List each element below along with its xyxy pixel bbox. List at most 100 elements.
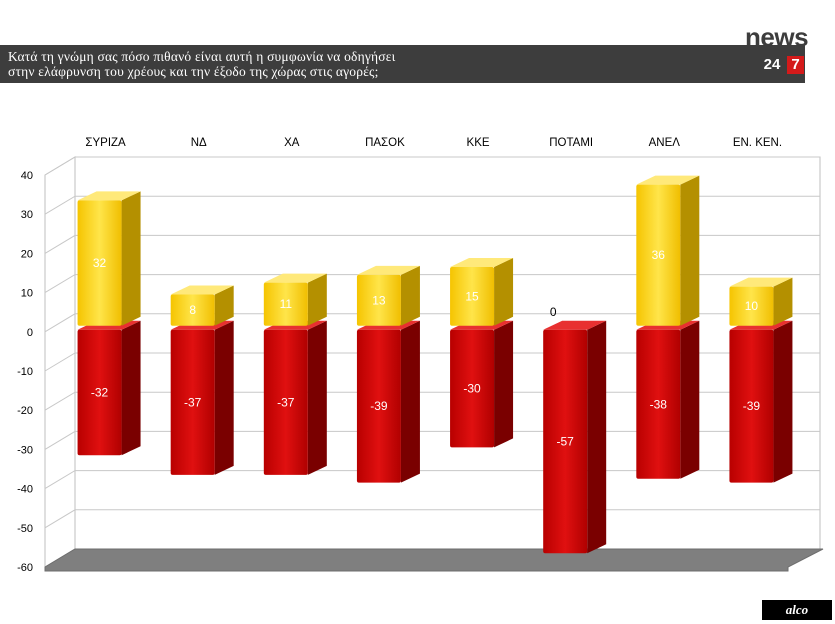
data-label-positive: 8 [189,303,196,317]
category-label: ΕΝ. ΚΕΝ. [733,137,782,149]
bar-positive-front [356,274,401,326]
gridline [44,195,820,215]
y-tick-label: 20 [21,248,33,260]
bar-negative [77,320,141,456]
bar-positive [356,265,420,326]
bar-positive [77,191,141,326]
bar-positive [450,258,514,326]
logo-word: news [745,22,809,52]
bar-positive-front [636,184,681,326]
y-tick-label: -20 [17,405,33,417]
bar-positive-front [263,282,308,326]
bar-positive-side [121,191,141,326]
bar-positive-side [773,277,793,326]
bar-negative [450,320,514,448]
bar-negative [729,320,793,483]
bar-negative-front [356,329,401,483]
category-label: ΣΥΡΙΖΑ [85,137,126,149]
data-label-negative: -37 [277,395,295,409]
bar-positive-top [729,277,793,287]
y-tick-label: -10 [17,366,33,378]
bar-positive-side [214,285,234,326]
bar-negative-front [543,329,588,554]
bar-positive-side [494,258,514,326]
bar-negative-front [263,329,308,475]
bar-positive-side [307,273,327,326]
bar-positive [636,175,700,326]
bar-negative-side [121,320,141,456]
data-label-negative: -39 [743,399,761,413]
bar-positive-side [400,265,420,326]
category-label: ΠΟΤΑΜΙ [549,137,593,149]
bar-negative-side [214,320,234,475]
bar-negative-side [773,320,793,483]
data-label-negative: -57 [557,435,575,449]
bar-negative-front [450,329,495,448]
category-label: ΚΚΕ [467,137,490,149]
category-label: ΠΑΣΟΚ [365,137,405,149]
data-label-positive: 36 [652,248,666,262]
bar-negative-front [170,329,215,475]
bar-negative [636,320,700,479]
bar-positive-front [729,286,774,326]
bar-positive-top [450,258,514,267]
alco-logo: alco [762,600,832,620]
bar-negative-front [77,329,122,456]
bar-positive-top [170,285,234,295]
y-tick-label: -60 [17,562,33,574]
gridline [44,313,820,333]
title-bar [0,45,805,83]
bar-negative-top [543,320,607,330]
data-label-positive: 15 [465,289,479,303]
bar-negative-front [636,329,681,479]
bar-negative [263,320,327,475]
y-tick-label: -30 [17,444,33,456]
bar-positive [729,277,793,326]
bar-negative-side [494,320,514,448]
gridline [44,274,820,294]
bar-positive-front [450,267,495,326]
data-label-positive: 13 [372,293,386,307]
data-label-negative: -32 [91,386,109,400]
category-label: ΝΔ [191,137,207,149]
y-tick-label: 0 [27,327,33,339]
data-label-negative: -39 [370,399,388,413]
y-tick-label: -50 [17,523,33,535]
data-label-negative: -37 [184,395,202,409]
y-tick-label: 30 [21,209,33,221]
bar-positive-side [680,175,700,326]
gridline [44,234,820,254]
bar-positive-top [263,273,327,283]
bar-negative-side [587,320,607,554]
data-label-positive: 32 [93,256,107,270]
bar-negative-side [680,320,700,479]
data-label-positive: 10 [745,299,759,313]
data-label-negative: -38 [650,397,668,411]
y-tick-label: -40 [17,484,33,496]
bar-negative-front [729,329,774,483]
y-tick-label: 10 [21,288,33,300]
gridline [44,156,820,176]
data-label-positive: 11 [280,297,293,311]
bar-positive-top [356,265,420,275]
bar-positive-front [170,294,215,326]
y-tick-label: 40 [21,170,33,182]
bar-negative-side [307,320,327,475]
data-label-positive: 0 [550,305,557,319]
bar-negative [543,320,607,554]
data-label-negative: -30 [463,382,481,396]
logo-number-7: 7 [787,56,804,74]
bar-negative-side [400,320,420,483]
bar-positive-front [77,200,122,326]
chart-floor [44,548,824,572]
bar-positive-top [636,175,700,185]
logo-number-24: 24 [759,56,785,74]
news247-logo: news 24 7 [745,22,820,78]
bar-negative [356,320,420,483]
category-label: ΧΑ [284,137,300,149]
chart-title: Κατά τη γνώμη σας πόσο πιθανό είναι αυτή… [8,49,396,79]
category-label: ΑΝΕΛ [649,137,681,149]
bar-positive-top [77,191,141,201]
bar-negative [170,320,234,475]
